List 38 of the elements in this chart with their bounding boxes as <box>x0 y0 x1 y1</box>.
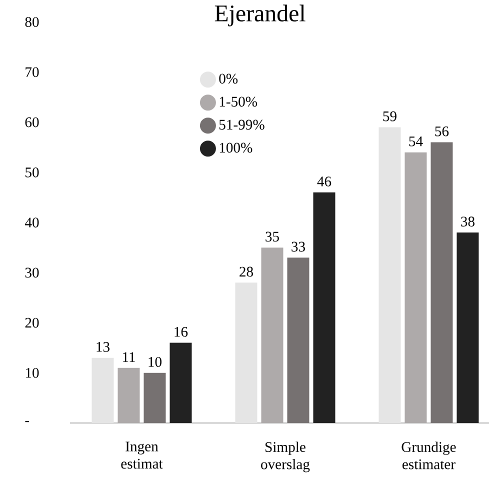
bar <box>118 368 140 423</box>
data-label: 54 <box>409 136 423 146</box>
x-tick-label: Simple overslag <box>261 442 310 472</box>
x-tick-label: Grundige estimater <box>402 442 456 470</box>
legend-title: Ejerandel <box>214 4 306 26</box>
bar <box>404 152 427 423</box>
data-label: 16 <box>174 326 188 337</box>
y-tick-label: 70 <box>26 67 39 78</box>
legend-label: 0% <box>219 74 238 84</box>
data-label: 38 <box>461 216 474 227</box>
legend-label: 51-99% <box>219 120 264 130</box>
x-tick-label: Ingen estimat <box>121 442 163 469</box>
data-label: 35 <box>266 232 279 242</box>
y-tick-label: - <box>25 421 30 422</box>
bar <box>261 248 284 423</box>
y-tick-label: 80 <box>25 17 39 27</box>
data-label: 46 <box>317 176 332 186</box>
legend-label: 1-50% <box>220 96 258 107</box>
y-tick-label: 40 <box>24 218 39 228</box>
data-label: 10 <box>148 357 162 367</box>
y-tick-label: 60 <box>25 117 39 128</box>
data-label: 33 <box>292 242 305 252</box>
bar <box>170 342 192 423</box>
bar <box>144 372 166 423</box>
legend-label: 100% <box>220 142 252 153</box>
y-tick-label: 10 <box>26 368 39 378</box>
data-label: 56 <box>435 126 449 136</box>
bar <box>430 142 453 423</box>
bar <box>287 258 310 423</box>
data-label: 11 <box>123 352 135 362</box>
data-label: 28 <box>240 266 253 277</box>
data-label: 13 <box>96 342 110 352</box>
bar <box>313 192 336 423</box>
y-tick-label: 50 <box>26 167 39 178</box>
data-label: 59 <box>383 111 396 122</box>
y-tick-label: 30 <box>25 268 39 278</box>
y-tick-label: 20 <box>25 318 39 328</box>
bar <box>456 232 479 423</box>
